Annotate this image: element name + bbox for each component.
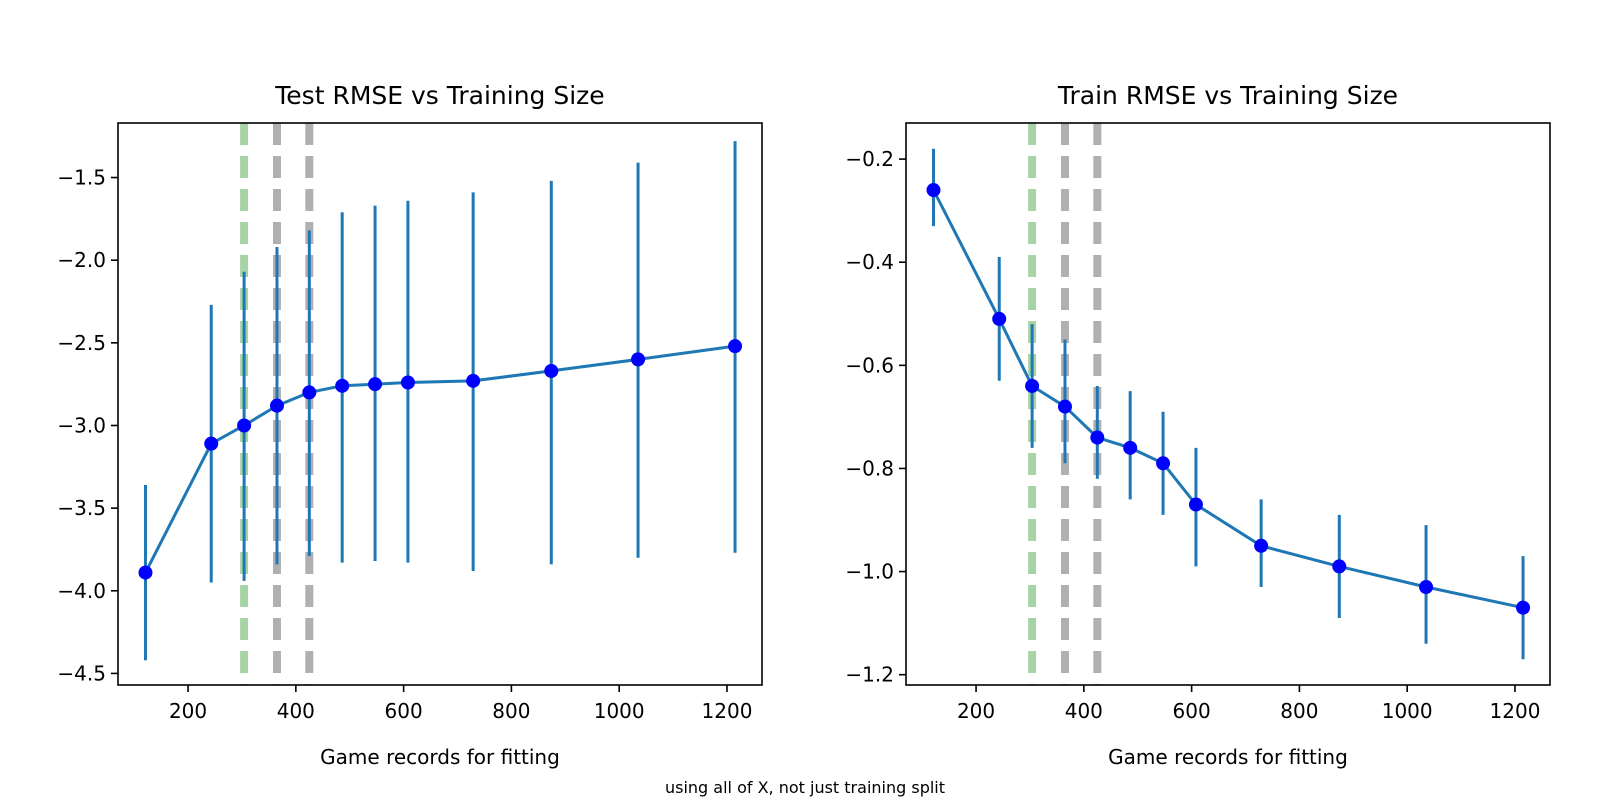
y-tick-label: −2.0 [57,248,106,272]
data-point [1419,580,1434,595]
series-line [932,189,1524,610]
data-point [237,418,252,433]
x-tick-label: 400 [1065,699,1103,723]
plot-frame [117,122,763,686]
data-point [544,363,559,378]
data-point [1057,399,1072,414]
y-tick-label: −2.5 [57,331,106,355]
y-tick-label: −0.6 [845,353,894,377]
ticks-layer: 200 400 600 800 1000 1200 −1.2 −1.0 −0.8 −0.6 −0.4… [845,147,1540,723]
data-point [926,183,941,198]
y-tick-label: −4.0 [57,579,106,603]
x-axis-label: Game records for fitting [320,745,560,769]
figure-caption: using all of X, not just training split [665,778,945,797]
x-tick-label: 600 [385,699,423,723]
subplot-test-rmse: Test RMSE vs Training Size 200 400 600 800 1… [57,81,763,769]
data-point [466,373,481,388]
data-point [728,339,743,354]
x-tick-label: 1000 [594,699,645,723]
y-tick-label: −3.0 [57,413,106,437]
y-tick-label: −0.8 [845,456,894,480]
chart-title: Train RMSE vs Training Size [1057,81,1398,110]
data-point [368,377,383,392]
chart-title: Test RMSE vs Training Size [274,81,604,110]
marks-layer [138,123,743,685]
data-point [269,398,284,413]
y-tick-label: −0.4 [845,250,894,274]
data-point [1332,559,1347,574]
y-tick-label: −1.0 [845,560,894,584]
plot-frame [905,122,1551,686]
marks-layer [926,123,1531,685]
x-tick-label: 1000 [1382,699,1433,723]
x-tick-label: 200 [957,699,995,723]
data-point [631,352,646,367]
data-point [992,311,1007,326]
ticks-layer: 200 400 600 800 1000 1200 −4.5 −4.0 −3.5 −3.0 −2.5… [57,166,752,723]
subplot-train-rmse: Train RMSE vs Training Size 200 400 600 800… [845,81,1551,769]
data-point [1123,440,1138,455]
data-point [1156,456,1171,471]
x-tick-label: 1200 [702,699,753,723]
y-tick-label: −1.5 [57,166,106,190]
data-point [400,375,415,390]
y-tick-label: −3.5 [57,496,106,520]
data-point [1090,430,1105,445]
x-tick-label: 600 [1173,699,1211,723]
x-tick-label: 1200 [1490,699,1541,723]
x-tick-label: 800 [1280,699,1318,723]
data-point [1025,378,1040,393]
y-tick-label: −1.2 [845,663,894,687]
y-tick-label: −4.5 [57,661,106,685]
data-point [138,565,153,580]
data-point [335,378,350,393]
data-point [1188,497,1203,512]
y-tick-label: −0.2 [845,147,894,171]
data-point [302,385,317,400]
data-point [204,436,219,451]
data-point [1516,600,1531,615]
x-tick-label: 200 [169,699,207,723]
data-point [1254,538,1269,553]
x-axis-label: Game records for fitting [1108,745,1348,769]
x-tick-label: 400 [277,699,315,723]
x-tick-label: 800 [492,699,530,723]
